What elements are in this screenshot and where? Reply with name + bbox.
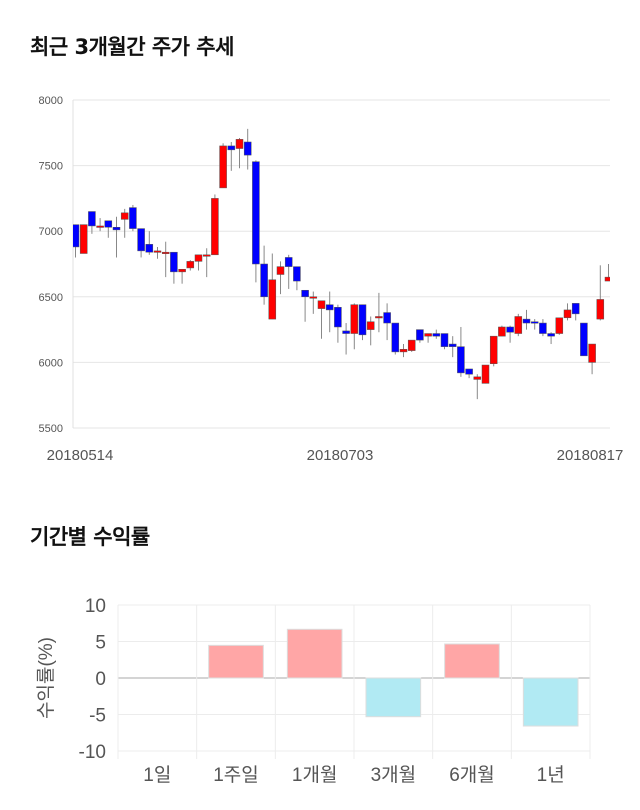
candle-down [342, 330, 350, 334]
candle-up [489, 335, 498, 364]
candle-up [235, 139, 244, 149]
x-tick-label: 1일 [143, 764, 171, 786]
candle-down [465, 368, 473, 375]
candle-down [416, 329, 424, 341]
candle-up [514, 316, 523, 334]
candle-down [547, 333, 555, 337]
y-tick-label: 10 [85, 596, 106, 617]
y-tick-label: 6500 [39, 292, 63, 304]
candle-down [522, 318, 531, 324]
candle-down [539, 322, 547, 334]
candle-up [211, 198, 219, 256]
y-tick-label: 7500 [39, 161, 63, 173]
x-tick-label: 1개월 [292, 764, 338, 786]
candle-down [325, 304, 334, 311]
x-tick-label: 20180514 [47, 447, 114, 464]
price-chart-title: 최근 3개월간 주가 추세 [30, 35, 234, 59]
candle-up [473, 376, 482, 380]
return-bar [444, 643, 500, 679]
x-tick-label: 1주일 [213, 764, 259, 786]
y-axis-label: 수익률(%) [35, 637, 57, 719]
candle-up [366, 321, 375, 330]
candle-down [571, 303, 580, 315]
candle-up [481, 364, 490, 384]
x-tick-label: 1년 [537, 764, 565, 786]
x-tick-label: 20180703 [307, 447, 374, 464]
candle-up [399, 349, 408, 353]
candle-down [457, 346, 465, 374]
candle-down [129, 207, 137, 229]
return-bar [365, 677, 422, 718]
candlestick-chart: 8000 7500 7000 6500 6000 5500 20180514 20180703… [39, 95, 624, 464]
candle-up [219, 145, 227, 189]
candle-up [317, 300, 326, 309]
candle-down [112, 227, 121, 231]
candle-down [293, 266, 301, 282]
y-tick-label: 7000 [39, 226, 63, 238]
x-tick-label: 6개월 [449, 764, 495, 786]
candle-down [448, 343, 457, 347]
candle-up [202, 254, 211, 257]
candle-up [276, 266, 285, 275]
candle-down [432, 333, 441, 337]
candle-down [170, 251, 178, 273]
candle-up [424, 333, 432, 337]
return-chart-title: 기간별 수익률 [30, 525, 150, 549]
y-tick-label: 0 [95, 669, 106, 690]
candle-up [596, 299, 605, 320]
candle-down [260, 263, 268, 298]
y-tick-label: 5 [95, 633, 106, 654]
candle-down [301, 289, 309, 298]
y-tick-label: 6000 [39, 357, 63, 369]
candle-up [604, 276, 610, 282]
candle-down [530, 321, 539, 324]
candle-down [334, 307, 342, 328]
candle-up [350, 304, 359, 334]
candle-up [375, 316, 383, 319]
x-tick-label: 3개월 [371, 764, 417, 786]
candle-up [588, 343, 596, 363]
candle-down [145, 244, 154, 253]
candle-down [88, 211, 96, 227]
candle-down [227, 145, 236, 151]
candle-down [73, 224, 80, 248]
y-tick-label: 5500 [39, 423, 63, 435]
candle-up [120, 212, 129, 220]
return-bar [208, 644, 264, 679]
candle-up [407, 339, 416, 351]
candle-up [96, 225, 104, 228]
candle-down [440, 333, 449, 347]
candle-down [391, 322, 400, 353]
candle-down [358, 304, 367, 336]
candle-down [252, 161, 260, 265]
candle-up [309, 296, 318, 299]
candle-down [137, 228, 145, 252]
candle-up [498, 326, 506, 337]
x-tick-label: 20180817 [557, 447, 624, 464]
candle-up [194, 254, 203, 262]
candles [73, 128, 610, 400]
candle-up [268, 279, 277, 320]
return-bar [286, 628, 343, 679]
y-tick-label: -5 [89, 706, 106, 727]
candle-down [243, 141, 252, 156]
candle-down [383, 312, 391, 324]
candle-up [79, 224, 88, 254]
candle-up [153, 250, 162, 253]
candle-down [580, 322, 588, 357]
candle-down [104, 220, 113, 228]
return-bar [522, 677, 579, 727]
candle-down [284, 257, 293, 267]
y-tick-label: -10 [79, 742, 106, 763]
candle-up [555, 317, 564, 334]
y-tick-label: 8000 [39, 95, 63, 107]
candle-up [178, 268, 186, 273]
candle-up [161, 251, 170, 254]
candle-down [506, 326, 514, 333]
candle-up [186, 261, 195, 269]
candle-up [563, 309, 572, 319]
